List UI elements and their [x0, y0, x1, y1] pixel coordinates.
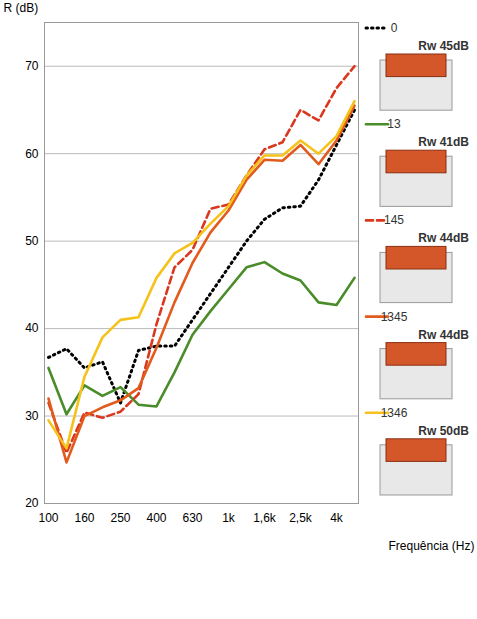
svg-text:1,6k: 1,6k	[253, 511, 277, 525]
svg-text:Rw 45dB: Rw 45dB	[418, 39, 469, 53]
svg-text:1345: 1345	[381, 310, 408, 324]
svg-text:Rw 41dB: Rw 41dB	[418, 135, 469, 149]
svg-text:Rw 44dB: Rw 44dB	[418, 328, 469, 342]
svg-text:1k: 1k	[222, 511, 236, 525]
svg-text:30: 30	[25, 409, 39, 423]
svg-text:50: 50	[25, 234, 39, 248]
svg-text:145: 145	[384, 213, 404, 227]
svg-text:R (dB): R (dB)	[4, 1, 39, 15]
svg-text:100: 100	[38, 511, 58, 525]
svg-text:Rw 50dB: Rw 50dB	[418, 424, 469, 438]
svg-text:4k: 4k	[330, 511, 344, 525]
svg-text:250: 250	[110, 511, 130, 525]
svg-text:20: 20	[25, 496, 39, 510]
svg-text:630: 630	[182, 511, 202, 525]
svg-text:40: 40	[25, 321, 39, 335]
svg-text:1346: 1346	[381, 406, 408, 420]
svg-text:70: 70	[25, 59, 39, 73]
svg-text:2,5k: 2,5k	[289, 511, 313, 525]
svg-text:0: 0	[391, 21, 398, 35]
svg-text:60: 60	[25, 147, 39, 161]
svg-text:160: 160	[74, 511, 94, 525]
svg-text:400: 400	[146, 511, 166, 525]
svg-text:Frequência (Hz): Frequência (Hz)	[388, 539, 474, 553]
svg-text:Rw 44dB: Rw 44dB	[418, 231, 469, 245]
svg-text:13: 13	[387, 117, 401, 131]
